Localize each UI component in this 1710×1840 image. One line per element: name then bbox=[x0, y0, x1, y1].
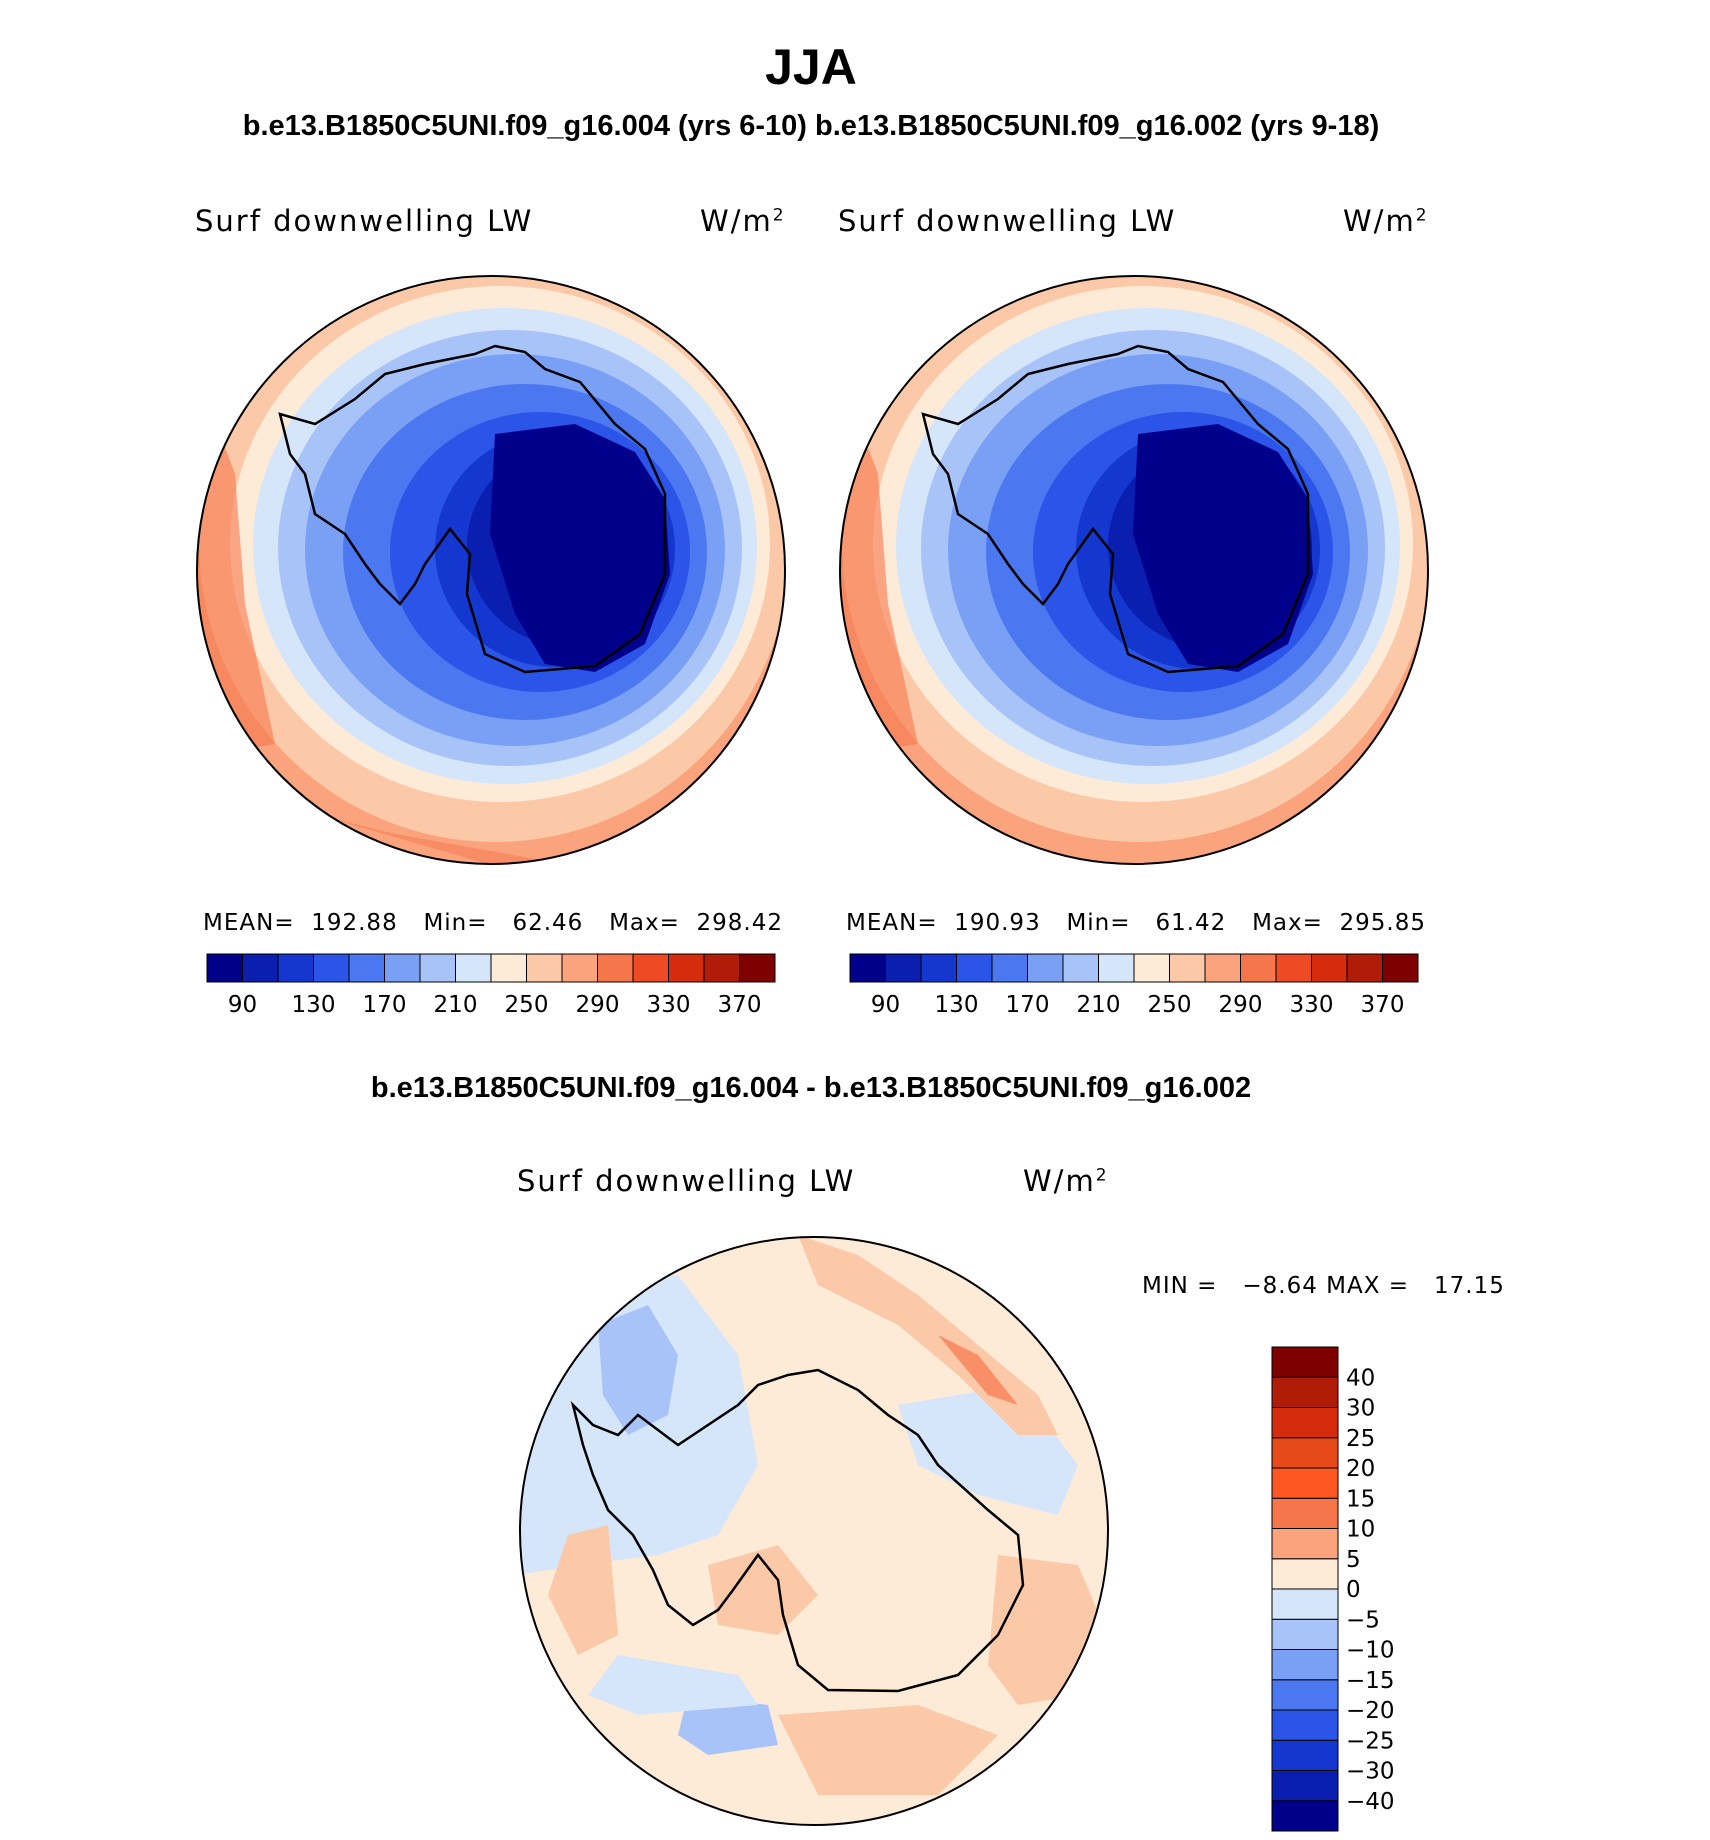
colorbar-tick-label: 290 bbox=[576, 992, 620, 1018]
colorbar-swatch bbox=[1169, 953, 1206, 983]
colorbar-swatch bbox=[1271, 1346, 1339, 1378]
colorbar-tick-label: 90 bbox=[228, 992, 257, 1018]
colorbar-swatch bbox=[1271, 1588, 1339, 1620]
colorbar-swatch bbox=[384, 953, 421, 983]
colorbar-swatch bbox=[1271, 1739, 1339, 1771]
colorbar-swatch bbox=[1271, 1800, 1339, 1832]
colorbar-tick-label: 130 bbox=[935, 992, 979, 1018]
colorbar-swatch bbox=[242, 953, 279, 983]
colorbar-swatch bbox=[1271, 1407, 1339, 1439]
panel2-stats: MEAN= 190.93 Min= 61.42 Max= 295.85 bbox=[846, 910, 1426, 936]
panel1-colorbar: 90 130 170 210 250 290 330 370 bbox=[206, 953, 776, 1018]
colorbar-swatch bbox=[490, 953, 527, 983]
colorbar-swatch bbox=[1271, 1770, 1339, 1802]
colorbar-swatch bbox=[703, 953, 740, 983]
colorbar-swatch bbox=[1271, 1467, 1339, 1499]
panel2-polar-map bbox=[839, 275, 1429, 865]
colorbar-tick-label: 250 bbox=[505, 992, 549, 1018]
colorbar-swatch bbox=[561, 953, 598, 983]
colorbar-swatch bbox=[1271, 1679, 1339, 1711]
colorbar-swatch bbox=[885, 953, 922, 983]
colorbar-tick-label: −15 bbox=[1346, 1668, 1395, 1694]
colorbar-tick-label: 170 bbox=[363, 992, 407, 1018]
colorbar-swatch bbox=[1271, 1528, 1339, 1560]
colorbar-tick-label: 90 bbox=[871, 992, 900, 1018]
colorbar-swatch bbox=[920, 953, 957, 983]
colorbar-swatch bbox=[1271, 1437, 1339, 1469]
figure-subtitle: b.e13.B1850C5UNI.f09_g16.004 (yrs 6-10) … bbox=[242, 110, 1380, 142]
panel1-stats: MEAN= 192.88 Min= 62.46 Max= 298.42 bbox=[203, 910, 783, 936]
colorbar-swatch bbox=[1133, 953, 1170, 983]
colorbar-tick-label: −20 bbox=[1346, 1698, 1395, 1724]
colorbar-tick-label: −25 bbox=[1346, 1728, 1395, 1754]
colorbar-tick-label: −5 bbox=[1346, 1607, 1380, 1633]
difference-colorbar: −40 −30 −25 −20 −15 −10 −5 0 5 10 15 20 25 30 40 bbox=[1271, 1346, 1395, 1832]
colorbar-swatch bbox=[1098, 953, 1135, 983]
colorbar-tick-label: 330 bbox=[1290, 992, 1334, 1018]
colorbar-tick-label: 170 bbox=[1006, 992, 1050, 1018]
colorbar-tick-label: 210 bbox=[434, 992, 478, 1018]
panel1-variable-label: Surf downwelling LW bbox=[195, 204, 534, 238]
colorbar-swatch bbox=[1204, 953, 1241, 983]
panel1-polar-map bbox=[196, 275, 786, 865]
colorbar-swatch bbox=[597, 953, 634, 983]
colorbar-tick-label: −40 bbox=[1346, 1789, 1395, 1815]
diff-units-label: W/m2 bbox=[1023, 1164, 1109, 1198]
colorbar-swatch bbox=[206, 953, 243, 983]
panel1-units-label: W/m2 bbox=[700, 204, 786, 238]
colorbar-tick-label: 370 bbox=[718, 992, 762, 1018]
colorbar-swatch bbox=[1240, 953, 1277, 983]
colorbar-swatch bbox=[956, 953, 993, 983]
panel2-units-label: W/m2 bbox=[1343, 204, 1429, 238]
colorbar-swatch bbox=[1027, 953, 1064, 983]
colorbar-swatch bbox=[1062, 953, 1099, 983]
colorbar-swatch bbox=[348, 953, 385, 983]
colorbar-swatch bbox=[991, 953, 1028, 983]
colorbar-swatch bbox=[277, 953, 314, 983]
colorbar-swatch bbox=[1382, 953, 1419, 983]
colorbar-swatch bbox=[849, 953, 886, 983]
difference-polar-map bbox=[519, 1236, 1109, 1826]
colorbar-tick-label: 20 bbox=[1346, 1456, 1375, 1482]
colorbar-swatch bbox=[419, 953, 456, 983]
colorbar-tick-label: −30 bbox=[1346, 1759, 1395, 1785]
colorbar-swatch bbox=[1346, 953, 1383, 983]
colorbar-tick-label: 5 bbox=[1346, 1547, 1361, 1573]
colorbar-swatch bbox=[739, 953, 776, 983]
colorbar-swatch bbox=[1271, 1558, 1339, 1590]
colorbar-swatch bbox=[1311, 953, 1348, 983]
colorbar-swatch bbox=[313, 953, 350, 983]
colorbar-swatch bbox=[455, 953, 492, 983]
colorbar-tick-label: 330 bbox=[647, 992, 691, 1018]
difference-title: b.e13.B1850C5UNI.f09_g16.004 - b.e13.B18… bbox=[370, 1072, 1252, 1104]
colorbar-swatch bbox=[1275, 953, 1312, 983]
colorbar-tick-label: 210 bbox=[1077, 992, 1121, 1018]
colorbar-swatch bbox=[668, 953, 705, 983]
colorbar-swatch bbox=[1271, 1618, 1339, 1650]
colorbar-tick-label: 250 bbox=[1148, 992, 1192, 1018]
colorbar-tick-label: 30 bbox=[1346, 1396, 1375, 1422]
colorbar-swatch bbox=[526, 953, 563, 983]
colorbar-tick-label: −10 bbox=[1346, 1638, 1395, 1664]
colorbar-tick-label: 25 bbox=[1346, 1426, 1375, 1452]
colorbar-tick-label: 0 bbox=[1346, 1577, 1361, 1603]
diff-variable-label: Surf downwelling LW bbox=[517, 1164, 856, 1198]
colorbar-swatch bbox=[1271, 1709, 1339, 1741]
colorbar-swatch bbox=[1271, 1649, 1339, 1681]
colorbar-swatch bbox=[632, 953, 669, 983]
colorbar-tick-label: 370 bbox=[1361, 992, 1405, 1018]
colorbar-tick-label: 10 bbox=[1346, 1517, 1375, 1543]
colorbar-tick-label: 15 bbox=[1346, 1486, 1375, 1512]
colorbar-tick-label: 290 bbox=[1219, 992, 1263, 1018]
colorbar-tick-label: 130 bbox=[292, 992, 336, 1018]
figure-title: JJA bbox=[765, 39, 857, 95]
colorbar-swatch bbox=[1271, 1376, 1339, 1408]
colorbar-tick-label: 40 bbox=[1346, 1365, 1375, 1391]
panel2-colorbar: 90 130 170 210 250 290 330 370 bbox=[849, 953, 1419, 1018]
panel2-variable-label: Surf downwelling LW bbox=[838, 204, 1177, 238]
diff-min-max: MIN = −8.64 MAX = 17.15 bbox=[1142, 1273, 1505, 1299]
colorbar-swatch bbox=[1271, 1497, 1339, 1529]
